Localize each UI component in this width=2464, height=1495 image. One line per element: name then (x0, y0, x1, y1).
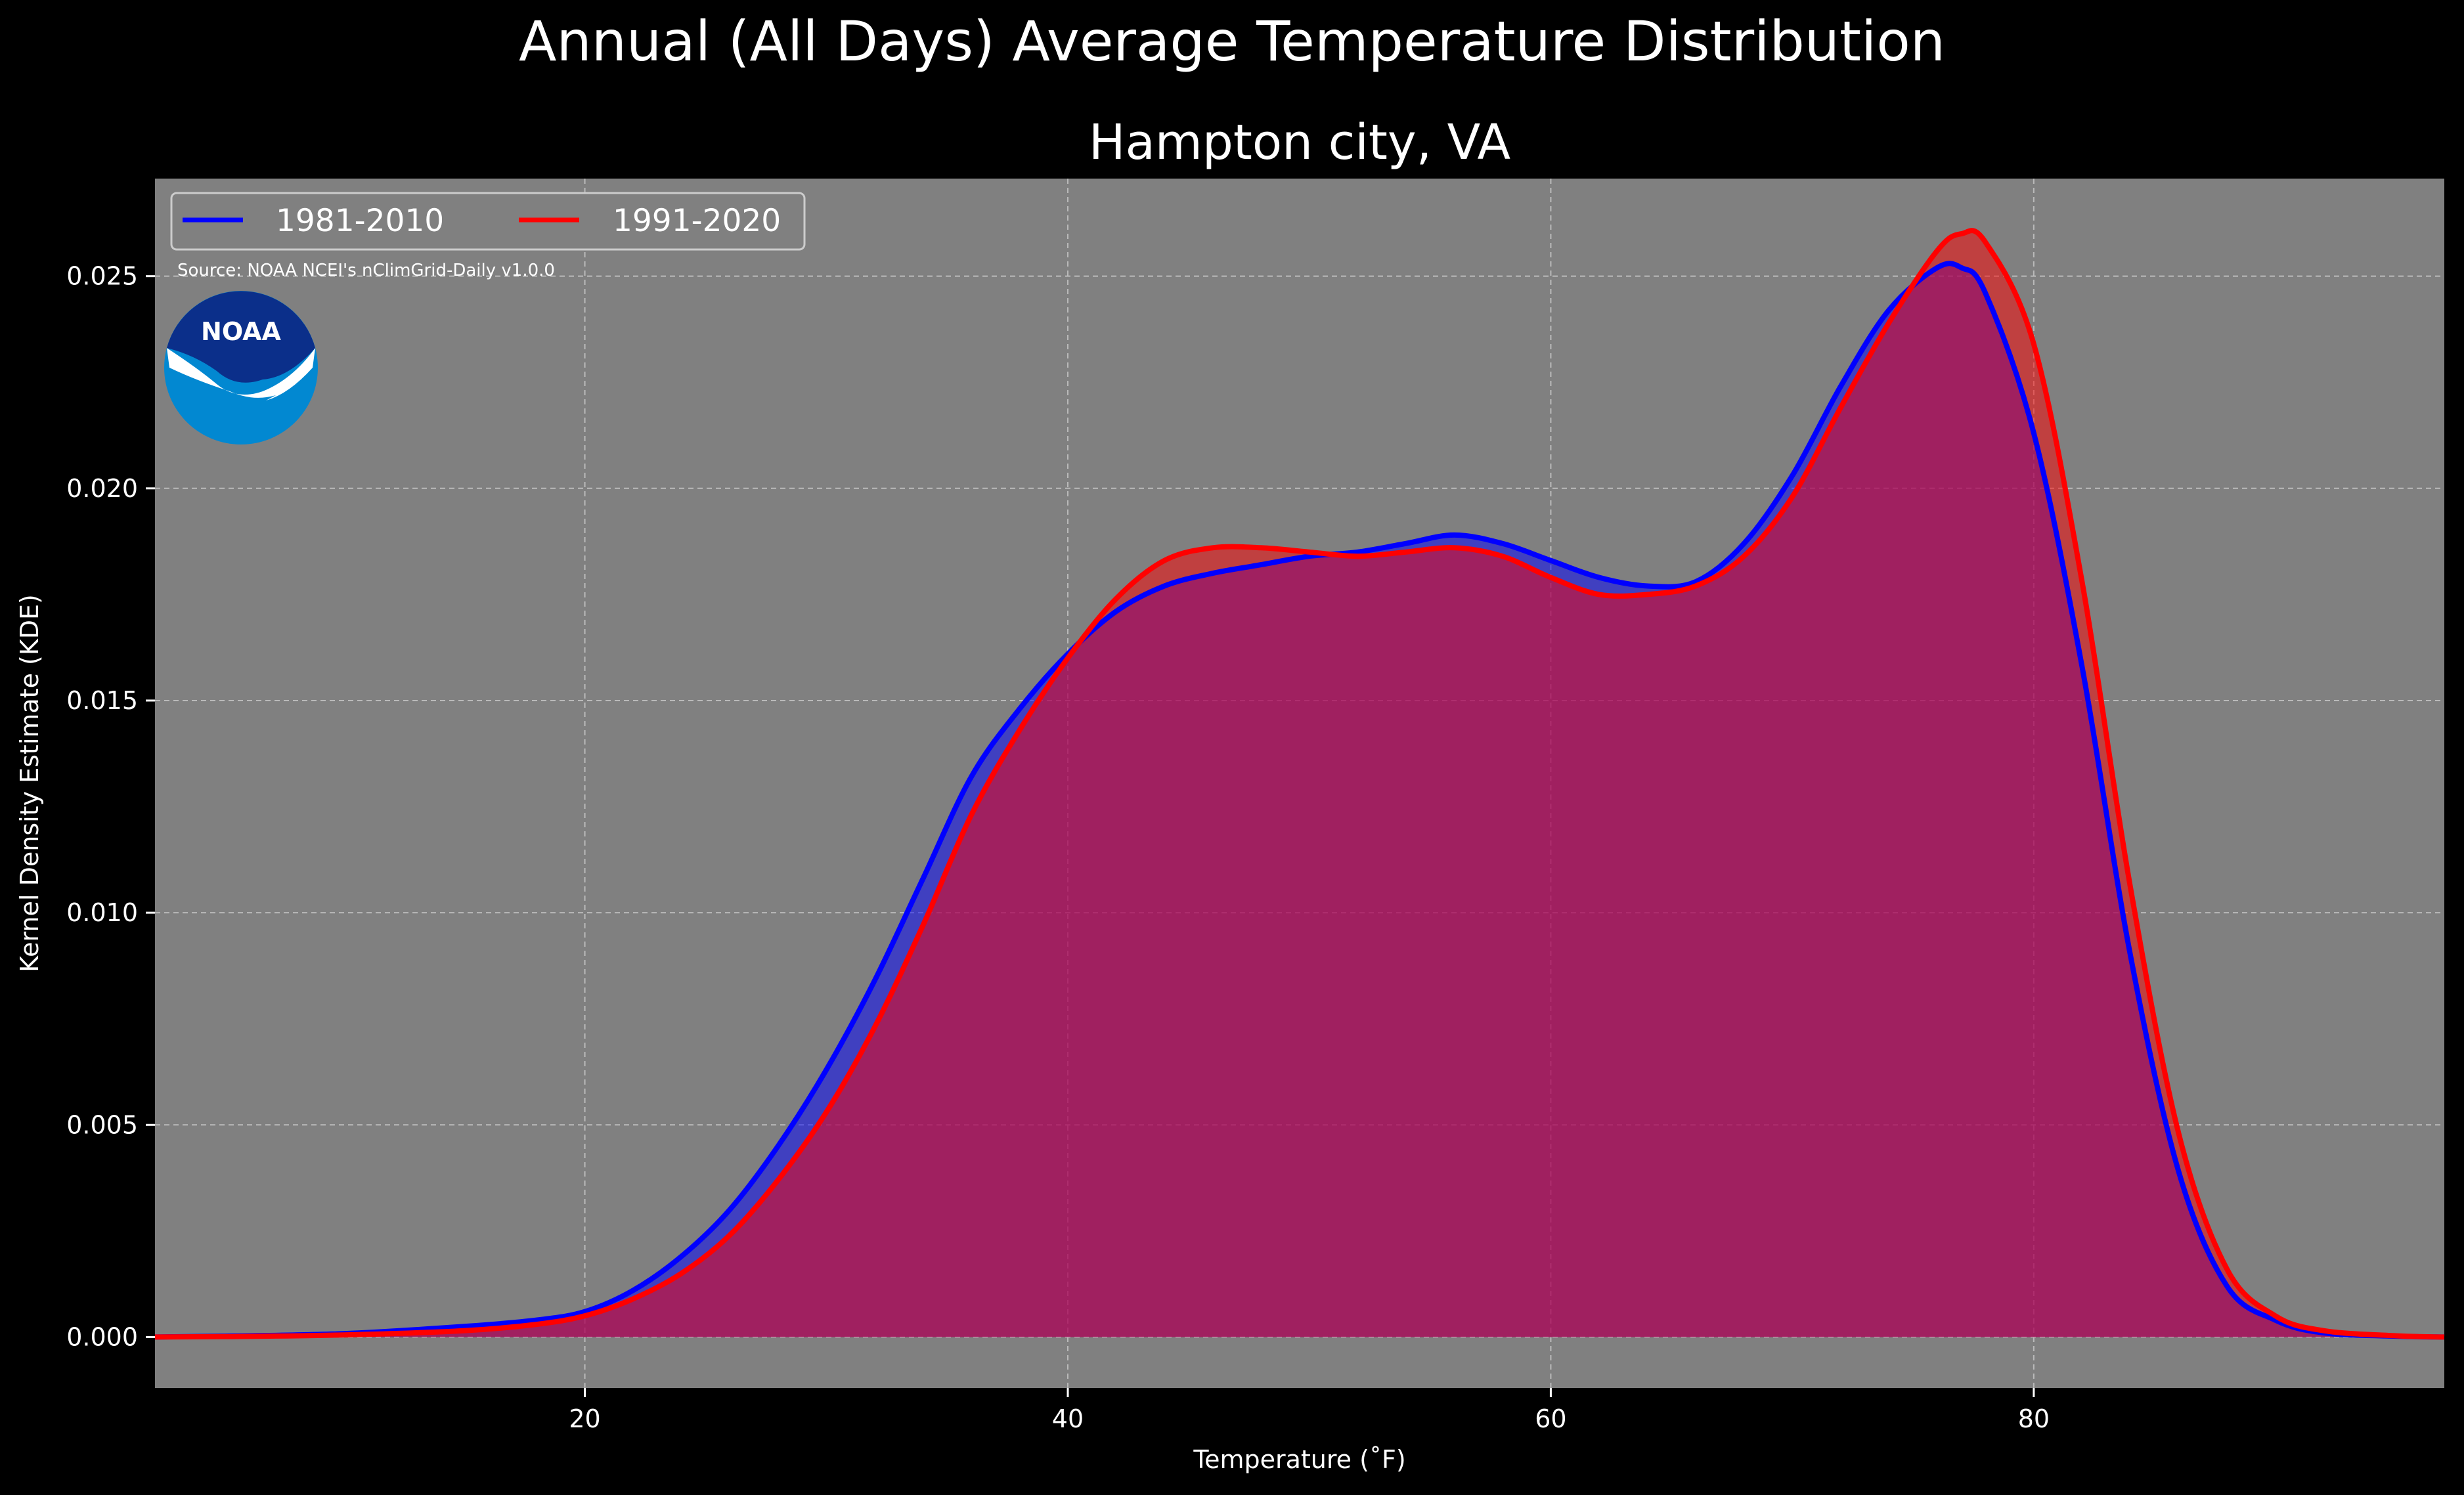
series-lines (154, 228, 2445, 1340)
legend: 1981-2010 1991-2020 (170, 192, 806, 251)
y-tick-label: 0.010 (66, 898, 138, 927)
x-axis-label: Temperature (˚F) (1193, 1445, 1405, 1474)
series-fill-1991-2020 (155, 230, 2444, 1337)
x-tick-label: 40 (1052, 1404, 1084, 1433)
y-tick-label: 0.015 (66, 686, 138, 715)
chart-suptitle: Annual (All Days) Average Temperature Di… (519, 9, 1945, 74)
legend-label-1981-2010: 1981-2010 (276, 203, 444, 239)
noaa-logo-icon: NOAA (164, 291, 318, 444)
y-tick-label: 0.000 (66, 1322, 138, 1351)
series-line-1981-2010 (154, 261, 2445, 1340)
x-tick-label: 60 (1535, 1404, 1566, 1433)
x-tick-label: 80 (2018, 1404, 2050, 1433)
y-tick-label: 0.005 (66, 1110, 138, 1139)
y-axis-label: Kernel Density Estimate (KDE) (15, 594, 44, 972)
x-tick-label: 20 (569, 1404, 600, 1433)
series-fills (155, 230, 2444, 1337)
y-tick-label: 0.025 (66, 262, 138, 291)
y-tick-label: 0.020 (66, 474, 138, 503)
source-note: Source: NOAA NCEI's nClimGrid-Daily v1.0… (177, 261, 555, 280)
axis-ticks: 20 40 60 80 0.000 0.005 0.010 0.015 0.020 0.025 (66, 262, 2050, 1433)
series-line-1991-2020 (154, 228, 2445, 1340)
chart-title: Hampton city, VA (1089, 114, 1511, 171)
legend-label-1991-2020: 1991-2020 (613, 203, 781, 239)
noaa-logo-text: NOAA (201, 317, 281, 346)
legend-box (170, 192, 806, 251)
